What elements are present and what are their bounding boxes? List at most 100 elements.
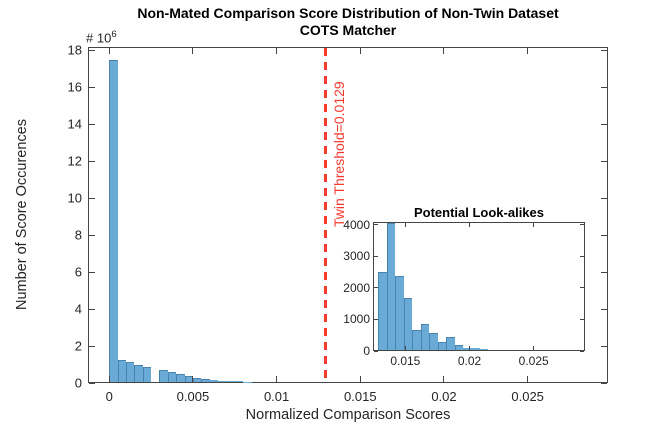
histogram-bar (117, 359, 126, 382)
x-tick-mark-top (527, 48, 529, 54)
y-tick-mark-right (601, 345, 607, 347)
page-title-line2: COTS Matcher (299, 22, 397, 38)
y-tick-label: 10 (67, 190, 82, 206)
histogram-bar (218, 380, 227, 382)
histogram-bar (463, 347, 472, 350)
y-tick-label: 12 (67, 153, 82, 169)
y-tick-mark (89, 123, 95, 125)
histogram-bar (480, 349, 489, 350)
threshold-line (323, 48, 327, 382)
histogram-bar (234, 381, 244, 382)
y-tick-mark (374, 350, 378, 352)
x-tick-label: 0.025 (511, 389, 544, 404)
y-tick-label: 2 (74, 338, 82, 354)
histogram-bar (192, 377, 202, 382)
x-tick-mark-top (404, 223, 406, 227)
y-tick-mark-right (580, 224, 584, 226)
x-tick-label: 0.02 (457, 354, 482, 368)
x-tick-mark (533, 346, 535, 350)
x-tick-label: 0.025 (518, 354, 549, 368)
y-tick-mark-right (580, 350, 584, 352)
y-tick-mark (89, 271, 95, 273)
y-tick-label: 0 (74, 375, 82, 391)
x-tick-mark (527, 376, 529, 382)
y-tick-mark (89, 382, 95, 384)
y-tick-mark-right (601, 86, 607, 88)
y-tick-label: 18 (67, 42, 82, 58)
y-tick-mark-right (601, 271, 607, 273)
histogram-bar (142, 366, 152, 382)
x-axis-label: Normalized Comparison Scores (245, 407, 451, 423)
x-tick-mark (108, 376, 110, 382)
histogram-bar (159, 369, 168, 382)
x-tick-label: 0.015 (344, 389, 377, 404)
histogram-bar (437, 341, 447, 350)
x-tick-mark-top (533, 223, 535, 227)
y-axis-exponent-label: # 106 (86, 29, 117, 45)
x-tick-mark-top (443, 48, 445, 54)
y-tick-mark (374, 287, 378, 289)
y-axis-label: Number of Score Occurences (14, 119, 30, 311)
y-tick-label: 8 (74, 227, 82, 243)
histogram-bar (109, 60, 118, 382)
y-tick-mark-right (601, 234, 607, 236)
y-tick-mark (89, 197, 95, 199)
y-tick-label: 14 (67, 116, 82, 132)
x-tick-mark (359, 376, 361, 382)
x-tick-label: 0 (105, 389, 113, 404)
y-tick-mark-right (580, 318, 584, 320)
y-tick-mark (374, 224, 378, 226)
histogram-bar (125, 362, 135, 382)
histogram-bar (412, 330, 421, 350)
y-tick-mark (89, 345, 95, 347)
y-tick-mark (89, 234, 95, 236)
x-tick-mark-top (469, 223, 470, 227)
y-tick-mark (89, 86, 95, 88)
x-tick-label: 0.005 (176, 389, 210, 404)
histogram-bar (167, 371, 177, 382)
inset-title: Potential Look-alikes (413, 205, 545, 220)
x-tick-mark (192, 376, 194, 382)
y-tick-label: 2000 (343, 280, 370, 295)
y-tick-mark-right (580, 255, 584, 257)
histogram-bar (134, 364, 143, 382)
histogram-bar (471, 348, 481, 350)
y-tick-label: 4000 (343, 217, 370, 232)
y-tick-label: 0 (363, 344, 370, 358)
y-tick-label: 4 (74, 301, 82, 317)
x-tick-label: 0.02 (431, 389, 457, 404)
y-tick-mark (89, 49, 95, 51)
x-tick-mark-top (108, 48, 110, 54)
x-tick-mark (443, 376, 445, 382)
y-tick-mark-right (601, 160, 607, 162)
histogram-bar (446, 336, 455, 350)
y-tick-mark-right (601, 197, 607, 199)
x-tick-mark (276, 376, 278, 382)
histogram-bar (378, 271, 387, 350)
x-tick-label: 0.01 (263, 389, 290, 404)
histogram-bar (386, 223, 396, 350)
y-tick-mark-right (580, 287, 584, 289)
x-tick-mark-top (276, 48, 278, 54)
y-tick-mark-right (601, 382, 607, 384)
histogram-bar (429, 332, 438, 350)
histogram-bar (403, 297, 413, 350)
y-tick-mark-right (601, 49, 607, 51)
x-tick-mark (404, 346, 406, 350)
histogram-bar (454, 344, 464, 350)
x-tick-label: 0.015 (390, 354, 421, 368)
histogram-bar (226, 381, 235, 382)
histogram-bar (184, 375, 193, 382)
x-tick-mark-top (192, 48, 194, 54)
y-tick-mark (89, 160, 95, 162)
histogram-bar (176, 373, 185, 382)
y-tick-mark (89, 308, 95, 310)
x-tick-mark (469, 346, 470, 350)
histogram-bar (209, 379, 219, 382)
histogram-bar (420, 323, 430, 350)
y-tick-label: 1000 (343, 312, 370, 327)
y-tick-mark (374, 318, 378, 320)
y-tick-mark-right (601, 123, 607, 125)
page-title-line1: Non-Mated Comparison Score Distribution … (137, 5, 559, 21)
